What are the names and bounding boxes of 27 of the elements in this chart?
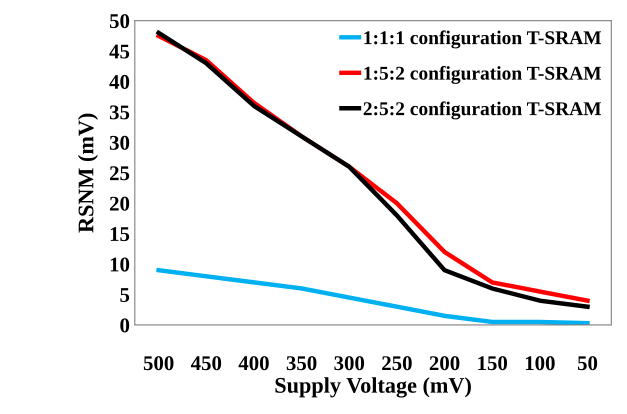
y-tick-label: 0 — [120, 318, 130, 332]
line-series — [156, 268, 590, 325]
y-tick-label: 10 — [110, 258, 130, 272]
x-tick-label: 150 — [478, 356, 508, 370]
y-tick-label: 15 — [110, 227, 130, 242]
x-tick-label: 500 — [144, 356, 174, 370]
y-axis-title: RSNM (mV) — [78, 114, 98, 233]
y-tick-label: 50 — [110, 14, 130, 28]
x-axis-title: Supply Voltage (mV) — [275, 377, 471, 398]
y-tick-label: 30 — [110, 136, 130, 150]
y-tick-label: 25 — [110, 166, 130, 180]
x-tick-label: 100 — [526, 356, 555, 370]
y-tick-label: 35 — [110, 105, 130, 120]
y-tick-label: 45 — [109, 44, 130, 59]
y-tick-label: 40 — [109, 74, 130, 89]
x-tick-label: 200 — [430, 356, 460, 370]
x-tick-label: 450 — [190, 356, 222, 370]
legend-label: 1:1:1 configuration T-SRAM — [364, 30, 602, 48]
y-tick-label: 20 — [110, 196, 130, 211]
legend-label: 2:5:2 configuration T-SRAM — [364, 101, 602, 120]
x-tick-label: 400 — [238, 356, 269, 370]
x-tick-label: 300 — [334, 356, 364, 370]
y-tick-label: 5 — [120, 288, 130, 302]
x-tick-label: 350 — [286, 356, 316, 370]
legend-label: 1:5:2 configuration T-SRAM — [364, 66, 602, 84]
x-tick-label: 250 — [382, 356, 412, 370]
x-tick-label: 50 — [578, 356, 598, 370]
